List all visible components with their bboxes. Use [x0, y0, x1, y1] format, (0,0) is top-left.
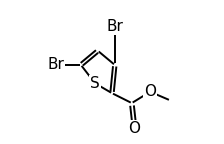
Text: S: S: [90, 76, 100, 91]
Text: O: O: [144, 84, 156, 99]
Text: Br: Br: [106, 19, 123, 34]
Text: O: O: [129, 121, 141, 136]
Text: Br: Br: [47, 57, 64, 72]
